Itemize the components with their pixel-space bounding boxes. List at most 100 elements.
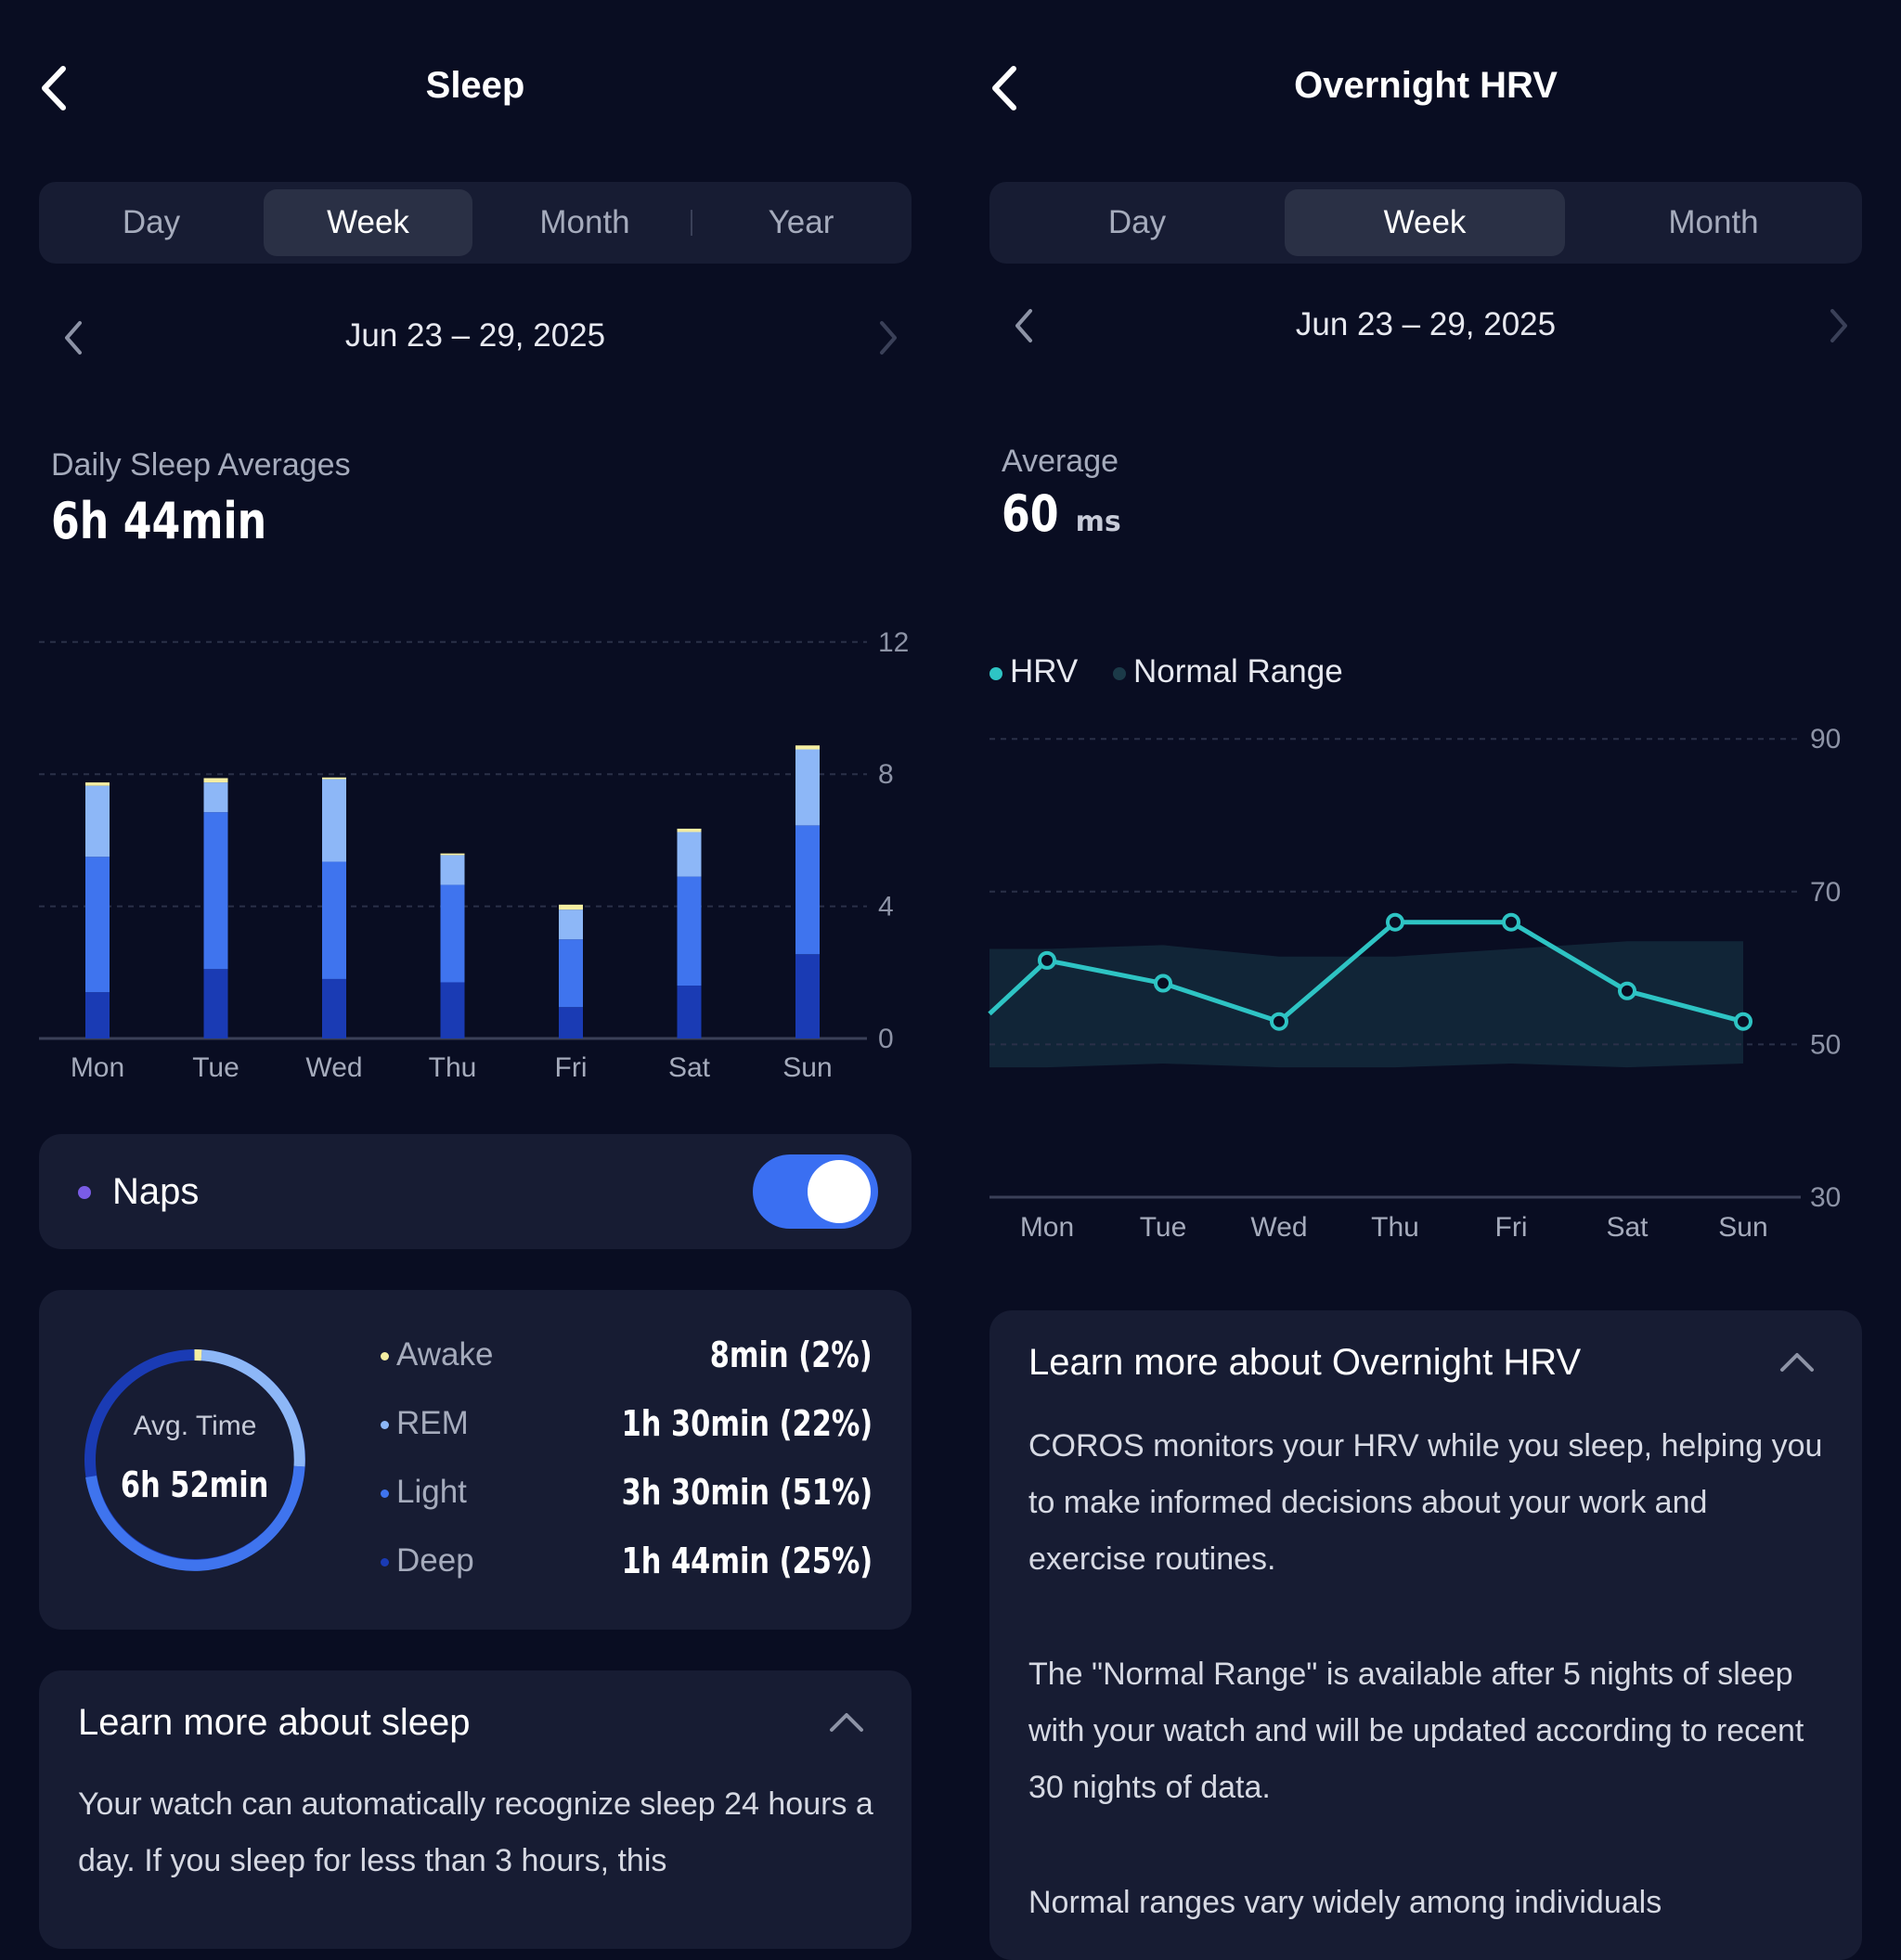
average-label: Average	[1002, 444, 1119, 479]
summary-label: Daily Sleep Averages	[51, 447, 351, 483]
awake-dot	[381, 1352, 389, 1361]
tab-month[interactable]: Month	[539, 204, 630, 240]
bar-segment-light	[440, 884, 465, 983]
bar-segment-light	[322, 861, 346, 979]
average-value-row: 60 ms	[1002, 484, 1121, 543]
period-tabs: Day Week Month	[989, 182, 1862, 264]
stage-row-awake: Awake 8min (2%)	[381, 1335, 873, 1383]
x-tick-label: Wed	[1250, 1212, 1307, 1243]
learn-hrv-paragraph-3: Normal ranges vary widely among individu…	[1028, 1885, 1662, 1920]
y-tick-label: 30	[1810, 1182, 1841, 1213]
chart-legend: HRV Normal Range	[989, 653, 1343, 690]
x-tick-label: Fri	[1495, 1212, 1528, 1243]
bar-segment-rem	[795, 749, 820, 826]
hrv-point	[1502, 912, 1520, 932]
stage-row-light: Light 3h 30min (51%)	[381, 1472, 873, 1520]
tab-week[interactable]: Week	[327, 204, 409, 240]
learn-sleep-title: Learn more about sleep	[78, 1702, 471, 1743]
bar-segment-light	[795, 825, 820, 955]
tab-day[interactable]: Day	[122, 204, 181, 240]
bar-segment-rem	[203, 782, 228, 813]
sleep-panel: Sleep Day Week Month Year Jun 23 – 29, 2…	[0, 0, 950, 1949]
hrv-legend-dot	[989, 666, 1002, 680]
hrv-legend-label: HRV	[1010, 653, 1079, 690]
y-tick-label: 70	[1810, 877, 1841, 908]
bar-segment-rem	[440, 855, 465, 885]
next-week-icon[interactable]	[1825, 307, 1853, 344]
stage-summary-card: Avg. Time 6h 52min Awake 8min (2%) REM 1…	[39, 1290, 912, 1630]
bar-segment-awake	[322, 777, 346, 780]
page-title: Sleep	[425, 65, 525, 106]
x-tick-label: Sat	[668, 1052, 711, 1083]
stage-row-rem: REM 1h 30min (22%)	[381, 1403, 873, 1451]
bar-segment-awake	[795, 745, 820, 750]
hrv-point	[1618, 981, 1636, 1000]
naps-row: Naps	[39, 1134, 912, 1249]
average-value: 60	[1002, 484, 1059, 543]
bar-segment-rem	[322, 779, 346, 862]
tab-year[interactable]: Year	[768, 204, 834, 240]
y-tick-label: 0	[878, 1024, 894, 1054]
x-tick-label: Fri	[555, 1052, 588, 1083]
avg-time-label: Avg. Time	[133, 1411, 257, 1441]
x-tick-label: Sun	[782, 1052, 832, 1083]
avg-time-value: 6h 52min	[81, 1464, 309, 1505]
x-tick-label: Sun	[1718, 1212, 1767, 1243]
tab-week[interactable]: Week	[1383, 204, 1467, 240]
hrv-point	[1386, 912, 1404, 932]
back-arrow-icon[interactable]	[986, 65, 1023, 111]
hrv-point	[1270, 1012, 1288, 1031]
learn-sleep-card: Learn more about sleep Your watch can au…	[39, 1670, 912, 1949]
hrv-point	[1734, 1012, 1752, 1031]
x-tick-label: Wed	[305, 1052, 362, 1083]
bar-segment-awake	[440, 853, 465, 856]
stage-name: REM	[381, 1405, 469, 1442]
naps-label: Naps	[112, 1171, 200, 1212]
bar-segment-deep	[795, 954, 820, 1038]
x-tick-label: Thu	[1371, 1212, 1419, 1243]
chevron-up-icon[interactable]	[1778, 1348, 1816, 1375]
page-title: Overnight HRV	[1294, 65, 1558, 106]
bar-segment-light	[85, 857, 110, 993]
back-arrow-icon[interactable]	[35, 65, 72, 111]
avg-time-donut	[84, 1348, 305, 1571]
avg-time-value-text: 6h 52min	[121, 1464, 269, 1505]
learn-hrv-card: Learn more about Overnight HRV COROS mon…	[989, 1310, 1862, 1960]
prev-week-icon[interactable]	[59, 319, 87, 356]
stage-name: Light	[381, 1474, 467, 1511]
hrv-point	[1154, 974, 1172, 993]
tab-divider	[691, 210, 692, 236]
learn-hrv-paragraph-1: COROS monitors your HRV while you sleep,…	[1028, 1428, 1823, 1577]
naps-dot	[78, 1186, 91, 1199]
stage-value: 1h 44min (25%)	[621, 1541, 873, 1581]
deep-dot	[381, 1558, 389, 1567]
y-tick-label: 4	[878, 892, 894, 922]
learn-sleep-text: Your watch can automatically recognize s…	[78, 1786, 873, 1878]
date-range: Jun 23 – 29, 2025	[1295, 306, 1557, 342]
naps-toggle[interactable]	[753, 1154, 878, 1229]
tab-month[interactable]: Month	[1668, 204, 1759, 240]
y-tick-label: 50	[1810, 1029, 1841, 1060]
prev-week-icon[interactable]	[1010, 307, 1038, 344]
bar-segment-light	[559, 939, 583, 1008]
sleep-bar-chart: 0 4 8 12 Mon Tue Wed Thu Fri Sat Sun	[39, 627, 909, 1083]
chevron-up-icon[interactable]	[828, 1708, 865, 1735]
bar-segment-rem	[85, 785, 110, 858]
tab-day[interactable]: Day	[1107, 204, 1167, 240]
learn-hrv-paragraph-2: The "Normal Range" is available after 5 …	[1028, 1657, 1804, 1805]
bar-segment-deep	[85, 992, 110, 1038]
bar-segment-deep	[203, 969, 228, 1038]
bar-segment-deep	[559, 1007, 583, 1038]
x-tick-label: Sat	[1606, 1212, 1649, 1243]
bar-segment-light	[677, 876, 702, 986]
bar-segment-awake	[203, 778, 228, 783]
next-week-icon[interactable]	[874, 319, 902, 356]
bar-segment-awake	[677, 828, 702, 832]
date-range: Jun 23 – 29, 2025	[344, 317, 606, 354]
stage-name: Awake	[381, 1336, 493, 1373]
hrv-line-chart: 30 50 70 90 Mon Tue Wed Thu Fri Sat Sun	[988, 724, 1841, 1243]
bar-segment-deep	[440, 982, 465, 1038]
x-tick-label: Mon	[71, 1052, 124, 1083]
active-tab-highlight	[264, 189, 472, 256]
bar-segment-awake	[85, 782, 110, 786]
